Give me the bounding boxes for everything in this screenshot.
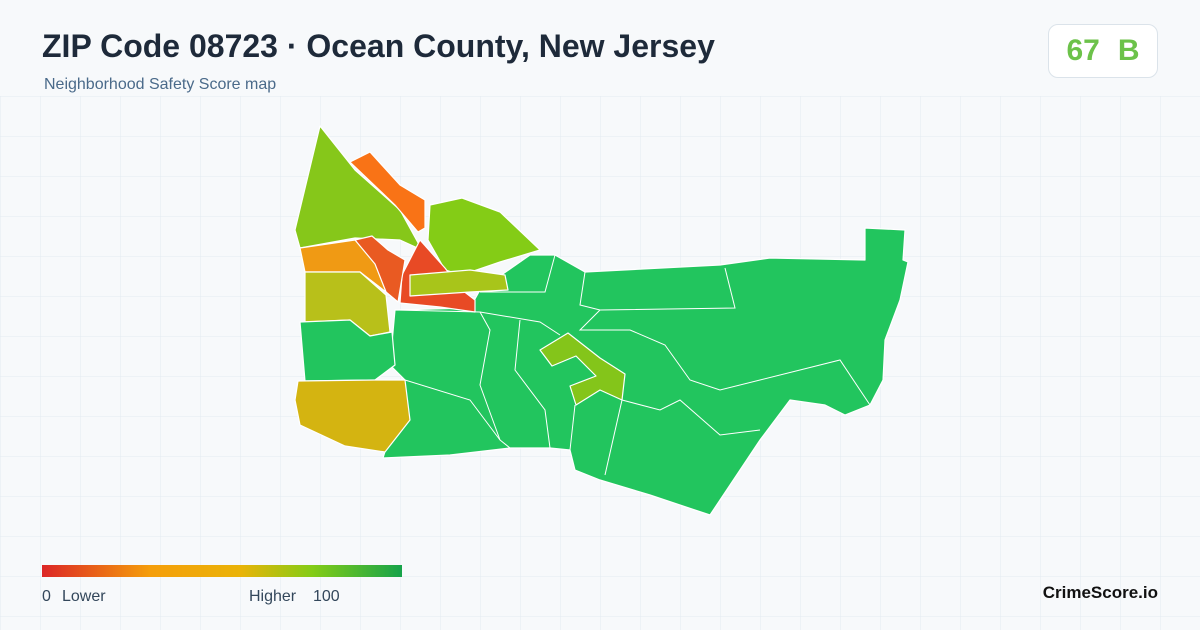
legend-low: Lower xyxy=(62,588,106,605)
region xyxy=(294,379,411,453)
score-badge: 67 B xyxy=(1048,24,1158,78)
legend-high: Higher xyxy=(249,588,297,605)
region xyxy=(539,332,626,406)
brand: CrimeScore.io xyxy=(1042,583,1158,602)
score-grade: B xyxy=(1117,34,1140,67)
region xyxy=(349,151,426,233)
region xyxy=(382,227,909,516)
region xyxy=(294,125,423,251)
legend-bar xyxy=(42,565,402,577)
map-regions xyxy=(294,125,909,516)
legend-min: 0 xyxy=(42,588,51,605)
legend-max: 100 xyxy=(313,588,340,605)
title: ZIP Code 08723 · Ocean County, New Jerse… xyxy=(42,28,715,64)
region xyxy=(409,269,509,297)
score-value: 67 xyxy=(1066,34,1100,67)
region xyxy=(427,197,541,276)
subtitle: Neighborhood Safety Score map xyxy=(44,76,277,93)
